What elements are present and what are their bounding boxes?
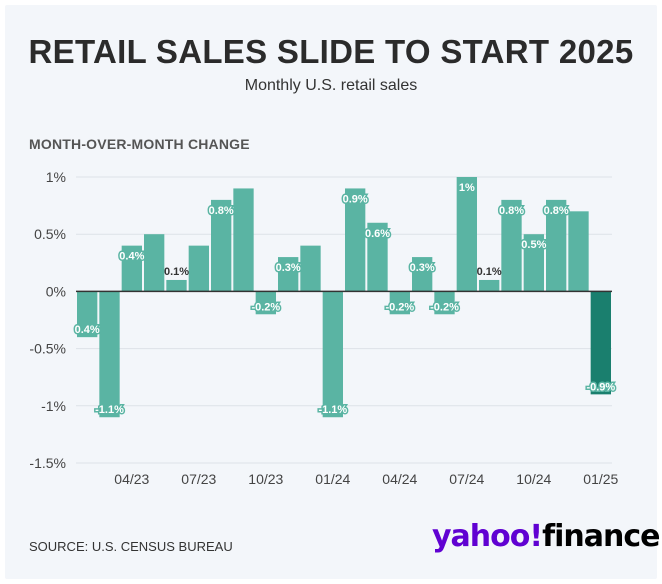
x-tick-label: 01/24 (315, 471, 350, 487)
data-label: -0.2% (251, 301, 280, 313)
data-label: 0.1% (477, 266, 502, 278)
y-tick-label: -0.5% (29, 341, 66, 357)
source-note: SOURCE: U.S. CENSUS BUREAU (29, 539, 233, 554)
data-label: -0.2% (385, 301, 414, 313)
bar (121, 245, 142, 292)
y-axis-section-label: MONTH-OVER-MONTH CHANGE (29, 136, 250, 152)
data-label: -0.9% (586, 381, 615, 393)
data-label: 0.3% (410, 262, 435, 274)
bar (99, 291, 120, 418)
data-label: 0.1% (164, 266, 189, 278)
bar (523, 234, 544, 292)
data-label: 0.8% (499, 205, 524, 217)
data-label: 0.4% (75, 324, 100, 336)
bar (188, 245, 209, 292)
bar (389, 291, 410, 315)
bar (479, 279, 500, 292)
bar (568, 211, 589, 292)
bar (367, 222, 388, 292)
bar (434, 291, 455, 315)
data-label: -1.1% (95, 404, 124, 416)
x-tick-label: 07/24 (449, 471, 484, 487)
data-label: 0.3% (276, 262, 301, 274)
data-label: 0.6% (365, 228, 390, 240)
data-label: 0.8% (209, 205, 234, 217)
x-tick-label: 04/23 (114, 471, 149, 487)
bar (412, 257, 433, 292)
chart-subtitle: Monthly U.S. retail sales (244, 77, 418, 94)
x-tick-label: 10/23 (248, 471, 283, 487)
bar (278, 257, 299, 292)
logo-yahoo-text: yahoo (432, 519, 530, 554)
y-tick-label: 0% (46, 283, 66, 299)
logo-exclamation: ! (529, 519, 543, 554)
data-label: 0.5% (521, 239, 546, 251)
x-tick-label: 04/24 (382, 471, 417, 487)
x-tick-label: 01/25 (583, 471, 618, 487)
yahoo-finance-logo: yahoo!finance (432, 519, 661, 554)
bar (144, 234, 165, 292)
bar (233, 188, 254, 292)
data-label: -1.1% (318, 404, 347, 416)
bar (456, 177, 477, 292)
bar (590, 291, 611, 395)
y-tick-label: 1% (46, 169, 66, 185)
data-label: 0.9% (343, 193, 368, 205)
bar (300, 245, 321, 292)
bar (166, 279, 187, 292)
bar (501, 199, 522, 292)
bar (211, 199, 232, 292)
x-tick-label: 10/24 (516, 471, 551, 487)
bar (77, 291, 98, 338)
y-tick-label: -1.5% (29, 455, 66, 471)
bar (345, 188, 366, 292)
bar (255, 291, 276, 315)
data-label: 0.8% (544, 205, 569, 217)
data-label: -0.2% (430, 301, 459, 313)
bar (322, 291, 343, 418)
data-label: 0.4% (119, 251, 144, 263)
logo-finance-text: finance (542, 519, 660, 554)
chart-title: RETAIL SALES SLIDE TO START 2025 (28, 33, 634, 70)
y-tick-label: 0.5% (34, 226, 66, 242)
y-tick-label: -1% (41, 398, 66, 414)
data-label: 1% (459, 182, 475, 194)
x-tick-label: 07/23 (181, 471, 216, 487)
bar (546, 199, 567, 292)
